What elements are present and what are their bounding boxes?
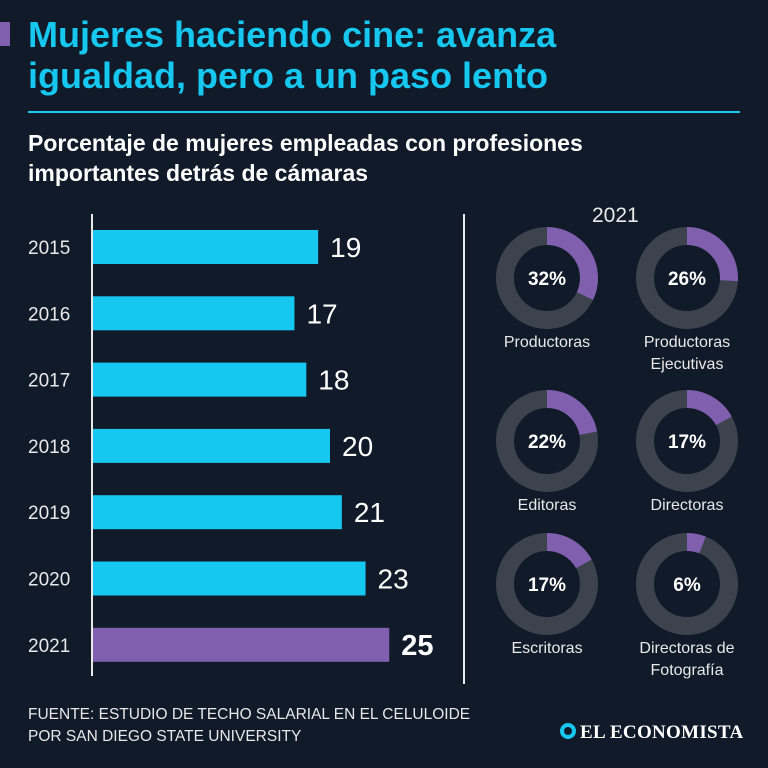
title-divider [28,111,740,113]
donut-label-line: Ejecutivas [650,356,724,373]
bar-2016 [93,296,295,331]
bar-category-label: 2015 [28,238,70,259]
donut-value-label: 22% [528,432,566,453]
el-economista-logo-icon [560,723,576,739]
bar-2015 [93,230,319,264]
bar-2021 [93,627,390,662]
donut-label-line: Escritoras [511,640,583,657]
donut-category-label: Editoras [472,495,622,517]
donut-item: 17% Escritoras [472,532,622,660]
title-line-2: igualdad, pero a un paso lento [28,55,549,96]
brand-name: EL ECONOMISTA [580,722,744,743]
vertical-divider [463,214,465,684]
donut-label-line: Fotografía [650,662,724,679]
title-line-1: Mujeres haciendo cine: avanza [28,14,557,55]
donut-slice [496,227,598,329]
subtitle-line-1: Porcentaje de mujeres empleadas con prof… [28,130,583,156]
bar-value-label: 21 [354,497,385,528]
donut-label-line: Directoras [650,497,724,514]
donut-category-label: Directoras de Fotografía [612,638,762,682]
donut-chart: 6% [636,533,738,635]
donut-slice [636,533,738,635]
bar-category-label: 2021 [28,636,70,657]
bar-value-label: 19 [330,232,361,263]
donut-chart: 22% [496,390,598,492]
brand-logo: EL ECONOMISTA [560,722,744,744]
donut-label-line: Productoras [643,334,731,351]
bar-value-label: 18 [318,365,349,396]
bar-value-label: 20 [342,431,373,462]
bar-category-label: 2020 [28,570,70,591]
bar-2017 [93,362,307,397]
bar-category-label: 2018 [28,437,70,458]
donut-item: 22% Editoras [472,389,622,517]
donut-year-label: 2021 [592,204,639,227]
donut-label-line: Editoras [517,497,577,514]
donut-category-label: Productoras [472,332,622,354]
donut-item: 17% Directoras [612,389,762,517]
source-note: FUENTE: ESTUDIO DE TECHO SALARIAL EN EL … [28,704,470,748]
bar-value-label: 23 [378,564,409,595]
donut-value-label: 17% [528,575,566,596]
bar-category-label: 2019 [28,503,70,524]
donut-category-label: Directoras [612,495,762,517]
donut-slice [636,227,738,329]
donut-chart: 32% [496,227,598,329]
bar-2018 [93,428,330,463]
source-line-1: FUENTE: ESTUDIO DE TECHO SALARIAL EN EL … [28,706,471,723]
bar-category-label: 2017 [28,371,70,392]
donut-chart: 26% [636,227,738,329]
donut-value-label: 26% [668,269,706,290]
donut-value-label: 17% [668,432,706,453]
donut-slice [496,390,598,492]
chart-subtitle: Porcentaje de mujeres empleadas con prof… [28,128,748,188]
title-accent-bar [0,22,10,46]
donut-label-line: Productoras [503,334,591,351]
bar-value-label: 17 [306,298,337,329]
bar-chart: 2015 19 2016 17 2017 18 2018 20 2019 21 2020 23 2021… [28,214,434,676]
donut-chart: 17% [636,390,738,492]
donut-category-label: Productoras Ejecutivas [612,332,762,376]
bar-category-label: 2016 [28,304,70,325]
donut-label-line: Directoras de [639,640,735,657]
bar-2020 [93,561,366,596]
donut-item: 6% Directoras de Fotografía [612,532,762,682]
donut-value-label: 32% [528,269,566,290]
donut-slice [496,533,598,635]
donut-chart: 17% [496,533,598,635]
donut-value-label: 6% [673,575,701,596]
subtitle-line-2: importantes detrás de cámaras [28,160,369,186]
donut-slice [636,390,738,492]
donut-category-label: Escritoras [472,638,622,660]
source-line-2: POR SAN DIEGO STATE UNIVERSITY [28,728,302,745]
bar-value-label: 25 [401,630,433,662]
page-title: Mujeres haciendo cine: avanza igualdad, … [28,14,748,96]
bar-2019 [93,495,342,530]
donut-item: 26% Productoras Ejecutivas [612,226,762,376]
donut-item: 32% Productoras [472,226,622,354]
